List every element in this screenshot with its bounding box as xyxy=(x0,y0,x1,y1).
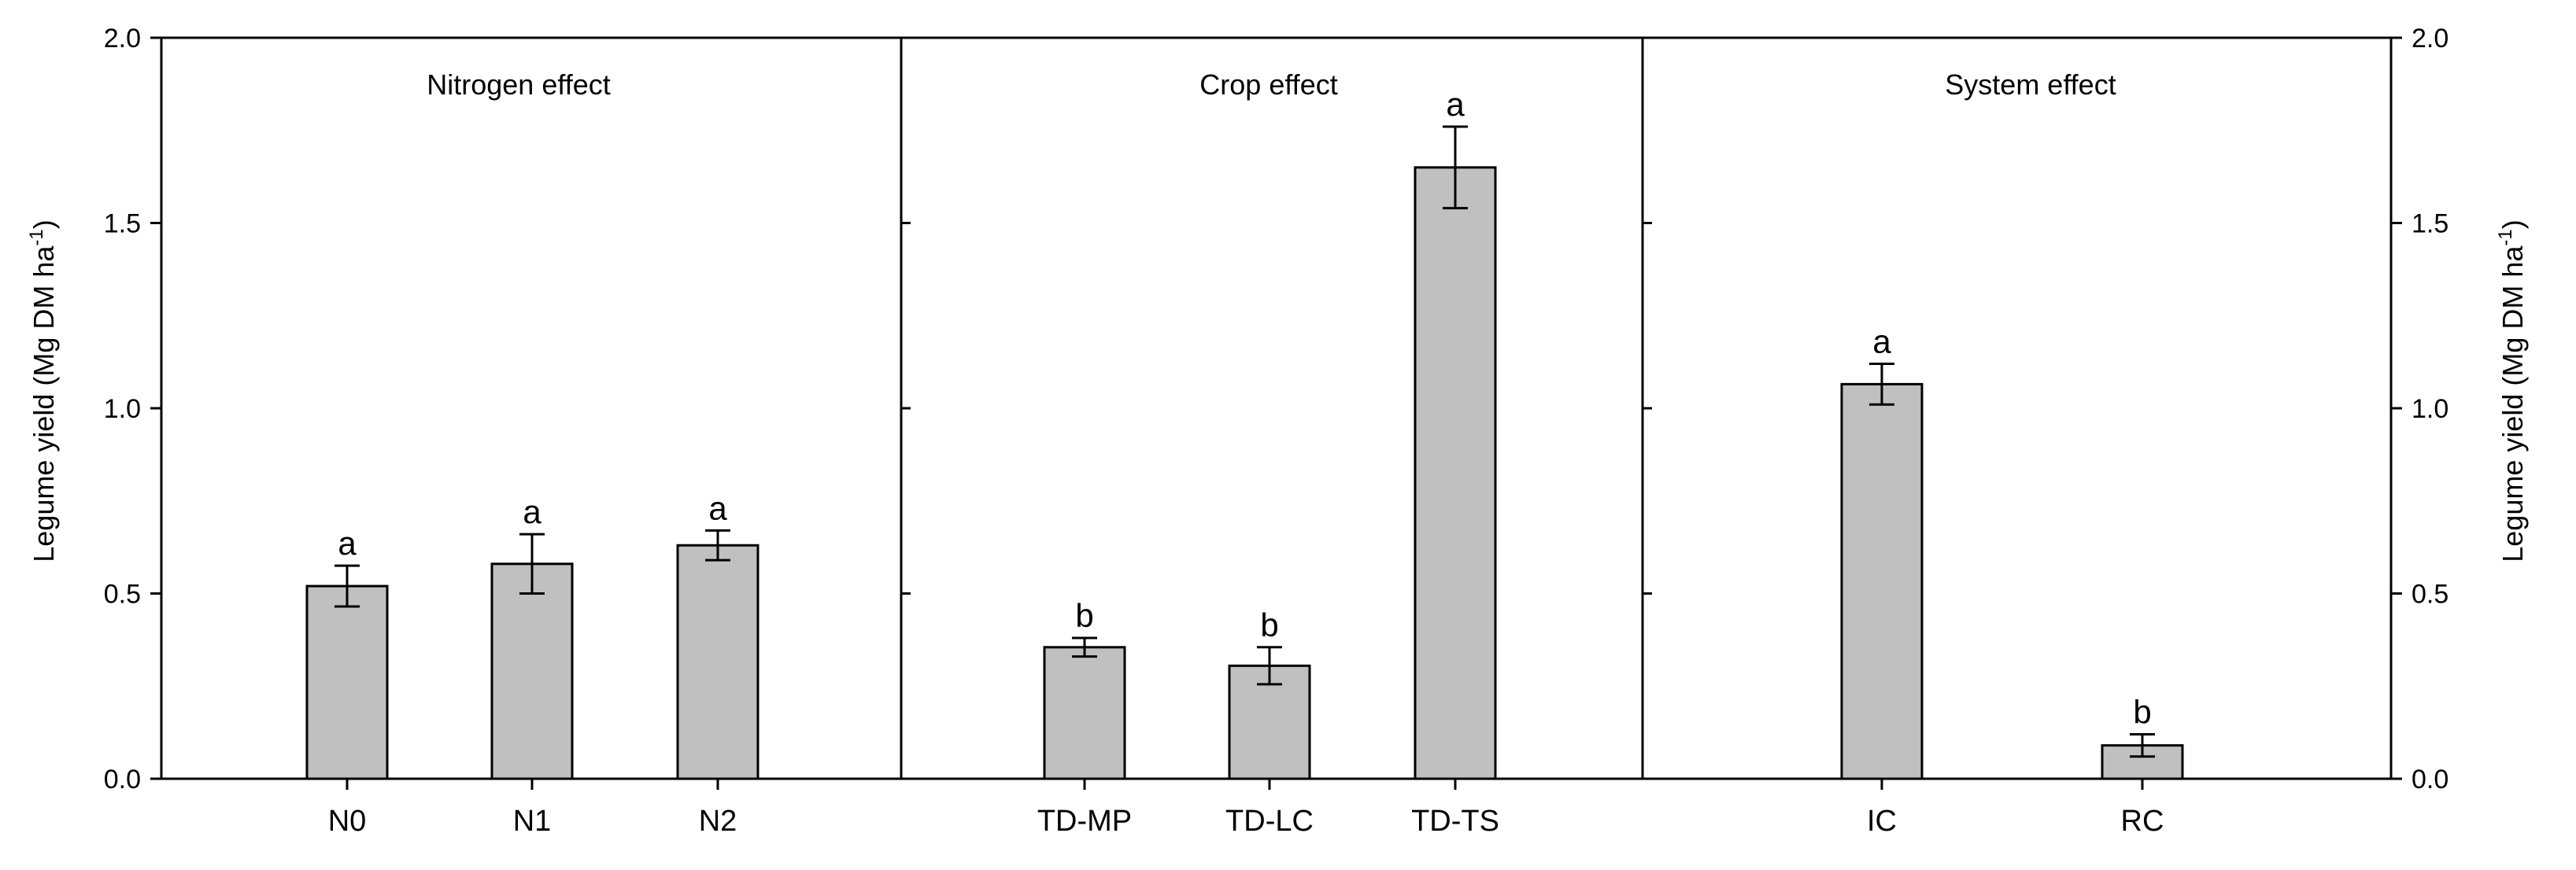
bar xyxy=(1414,166,1497,780)
y-tick-label-left: 2.0 xyxy=(104,24,141,53)
y-tick-label-right: 2.0 xyxy=(2412,24,2448,53)
y-tick-label-left: 0.0 xyxy=(104,765,141,794)
x-tick-label: TD-MP xyxy=(1037,805,1132,838)
y-axis-label-right: Legume yield (Mg DM ha-1) xyxy=(2495,219,2529,562)
x-tick-label: N2 xyxy=(699,805,737,838)
y-axis-label-left: Legume yield (Mg DM ha-1) xyxy=(26,219,60,562)
significance-letter: a xyxy=(338,525,357,562)
x-tick-label: IC xyxy=(1867,805,1897,838)
bar xyxy=(305,584,389,780)
labels-group: 0.0 0.0 0.5 0.5 1.0 1.0 1.5 1.5 2.0 2.0 Nitrogen e… xyxy=(104,24,2449,838)
y-tick-label-left: 1.0 xyxy=(104,394,141,424)
significance-letter: a xyxy=(523,493,541,530)
y-tick-label-left: 0.5 xyxy=(104,580,141,610)
x-tick-label: N0 xyxy=(328,805,367,838)
panel-title: System effect xyxy=(1945,68,2116,101)
y-tick-label-right: 1.5 xyxy=(2412,209,2448,239)
x-tick-label: N1 xyxy=(513,805,552,838)
significance-letter: a xyxy=(1446,86,1465,123)
panel-title: Nitrogen effect xyxy=(427,68,610,101)
bars-group xyxy=(305,125,2184,780)
significance-letter: a xyxy=(1872,323,1891,359)
significance-letter: b xyxy=(1260,606,1278,643)
bar xyxy=(1043,646,1126,780)
significance-letter: b xyxy=(1075,597,1093,634)
panel-title: Crop effect xyxy=(1199,68,1337,101)
bar xyxy=(1840,382,1924,780)
axis-ticks-group xyxy=(150,36,2402,790)
bar xyxy=(676,544,759,780)
y-tick-label-right: 0.0 xyxy=(2412,765,2448,794)
y-tick-label-right: 1.0 xyxy=(2412,394,2448,424)
significance-letter: a xyxy=(708,489,727,526)
x-tick-label: RC xyxy=(2121,805,2164,838)
x-tick-label: TD-LC xyxy=(1225,805,1314,838)
x-tick-label: TD-TS xyxy=(1411,805,1499,838)
significance-letter: b xyxy=(2133,693,2151,730)
y-tick-label-right: 0.5 xyxy=(2412,580,2448,610)
y-tick-label-left: 1.5 xyxy=(104,209,141,239)
bar xyxy=(490,562,574,780)
